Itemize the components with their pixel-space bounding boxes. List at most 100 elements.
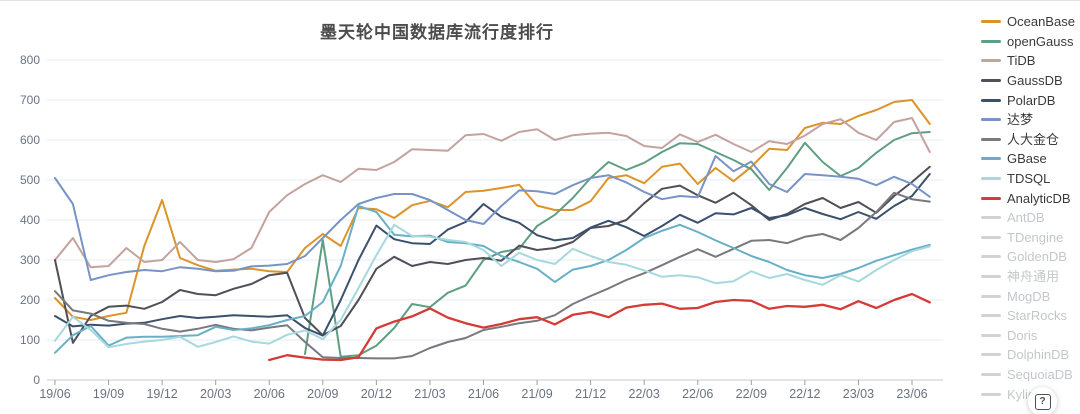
y-axis-tick-label: 500 bbox=[20, 173, 40, 187]
series-line-TiDB bbox=[54, 117, 931, 269]
legend-label: 神舟通用 bbox=[1007, 269, 1060, 285]
series-line-OceanBase bbox=[54, 99, 931, 321]
x-axis-tick-label: 22/03 bbox=[629, 387, 660, 401]
legend-item-GoldenDB[interactable]: GoldenDB bbox=[981, 247, 1080, 267]
legend-label: AnalyticDB bbox=[1007, 190, 1071, 206]
legend-line-marker bbox=[981, 392, 1001, 396]
legend-line-marker bbox=[981, 255, 1001, 259]
legend-label: TDengine bbox=[1007, 229, 1064, 245]
top-divider bbox=[0, 0, 1080, 1]
legend-item-openGauss[interactable]: openGauss bbox=[981, 32, 1080, 52]
legend-item-TiDB[interactable]: TiDB bbox=[981, 51, 1080, 71]
legend-label: DolphinDB bbox=[1007, 347, 1070, 363]
series-line-PolarDB bbox=[54, 173, 931, 337]
legend-line-marker bbox=[981, 333, 1001, 337]
legend-line-marker bbox=[981, 294, 1001, 298]
x-axis-tick-label: 21/09 bbox=[521, 387, 552, 401]
legend-label: PolarDB bbox=[1007, 92, 1056, 108]
legend-item-StarRocks[interactable]: StarRocks bbox=[981, 306, 1080, 326]
x-axis-tick-label: 20/09 bbox=[307, 387, 338, 401]
series-line-GBase bbox=[54, 205, 931, 354]
legend-line-marker bbox=[981, 314, 1001, 318]
legend-line-marker bbox=[981, 196, 1001, 200]
legend-item-TDengine[interactable]: TDengine bbox=[981, 228, 1080, 248]
y-axis-tick-label: 0 bbox=[33, 373, 40, 387]
legend-label: SequoiaDB bbox=[1007, 366, 1073, 382]
legend-label: 人大金仓 bbox=[1007, 131, 1060, 147]
legend-line-marker bbox=[981, 235, 1001, 239]
y-axis-tick-label: 400 bbox=[20, 213, 40, 227]
legend-label: TDSQL bbox=[1007, 171, 1051, 187]
legend-item-TDSQL[interactable]: TDSQL bbox=[981, 169, 1080, 189]
x-axis-tick-label: 22/12 bbox=[789, 387, 820, 401]
legend-label: StarRocks bbox=[1007, 308, 1067, 324]
legend-item-达梦[interactable]: 达梦 bbox=[981, 110, 1080, 130]
x-axis-tick-label: 19/06 bbox=[39, 387, 70, 401]
legend-label: GBase bbox=[1007, 151, 1047, 167]
legend-line-marker bbox=[981, 59, 1001, 63]
legend-item-MogDB[interactable]: MogDB bbox=[981, 286, 1080, 306]
legend-label: Doris bbox=[1007, 327, 1038, 343]
series-line-AnalyticDB bbox=[268, 292, 931, 362]
y-axis-tick-label: 600 bbox=[20, 133, 40, 147]
legend-line-marker bbox=[981, 20, 1001, 24]
x-axis-tick-label: 23/03 bbox=[843, 387, 874, 401]
legend-label: GaussDB bbox=[1007, 73, 1063, 89]
legend-line-marker bbox=[981, 79, 1001, 83]
x-axis-tick-label: 20/03 bbox=[200, 387, 231, 401]
legend-line-marker bbox=[981, 118, 1001, 122]
y-axis-tick-label: 300 bbox=[20, 253, 40, 267]
y-axis-tick-label: 800 bbox=[20, 53, 40, 67]
legend-item-OceanBase[interactable]: OceanBase bbox=[981, 12, 1080, 32]
chart-title: 墨天轮中国数据库流行度排行 bbox=[320, 23, 554, 42]
legend-line-marker bbox=[981, 372, 1001, 376]
chart-legend: OceanBase openGauss TiDB GaussDB PolarDB 达梦人大… bbox=[981, 12, 1080, 404]
question-mark-icon: ? bbox=[1034, 393, 1051, 410]
legend-item-GaussDB[interactable]: GaussDB bbox=[981, 71, 1080, 91]
legend-label: AntDB bbox=[1007, 210, 1045, 226]
legend-line-marker bbox=[981, 39, 1001, 43]
legend-line-marker bbox=[981, 157, 1001, 161]
legend-item-AnalyticDB[interactable]: AnalyticDB bbox=[981, 188, 1080, 208]
x-axis-tick-label: 19/09 bbox=[93, 387, 124, 401]
legend-label: 达梦 bbox=[1007, 112, 1034, 128]
legend-line-marker bbox=[981, 275, 1001, 279]
x-axis-tick-label: 22/06 bbox=[682, 387, 713, 401]
help-button[interactable]: ? bbox=[1028, 387, 1057, 414]
legend-line-marker bbox=[981, 216, 1001, 220]
legend-line-marker bbox=[981, 177, 1001, 181]
x-axis-tick-label: 20/06 bbox=[254, 387, 285, 401]
legend-item-PolarDB[interactable]: PolarDB bbox=[981, 90, 1080, 110]
y-axis-tick-label: 700 bbox=[20, 93, 40, 107]
legend-line-marker bbox=[981, 353, 1001, 357]
legend-item-DolphinDB[interactable]: DolphinDB bbox=[981, 345, 1080, 365]
legend-item-Doris[interactable]: Doris bbox=[981, 326, 1080, 346]
series-line-达梦 bbox=[54, 155, 931, 281]
series-line-人大金仓 bbox=[54, 191, 931, 360]
x-axis-tick-label: 20/12 bbox=[361, 387, 392, 401]
legend-label: openGauss bbox=[1007, 33, 1074, 49]
legend-item-GBase[interactable]: GBase bbox=[981, 149, 1080, 169]
x-axis-tick-label: 21/06 bbox=[468, 387, 499, 401]
x-axis-tick-label: 19/12 bbox=[146, 387, 177, 401]
legend-line-marker bbox=[981, 137, 1001, 141]
y-axis-tick-label: 200 bbox=[20, 293, 40, 307]
x-axis-tick-label: 23/06 bbox=[896, 387, 927, 401]
series-line-TDSQL bbox=[54, 223, 931, 349]
legend-item-神舟通用[interactable]: 神舟通用 bbox=[981, 267, 1080, 287]
x-axis-tick-label: 21/03 bbox=[414, 387, 445, 401]
legend-item-SequoiaDB[interactable]: SequoiaDB bbox=[981, 365, 1080, 385]
legend-line-marker bbox=[981, 98, 1001, 102]
legend-label: TiDB bbox=[1007, 53, 1036, 69]
x-axis-tick-label: 21/12 bbox=[575, 387, 606, 401]
legend-label: OceanBase bbox=[1007, 14, 1075, 30]
legend-item-人大金仓[interactable]: 人大金仓 bbox=[981, 130, 1080, 150]
legend-label: GoldenDB bbox=[1007, 249, 1067, 265]
legend-label: MogDB bbox=[1007, 288, 1051, 304]
x-axis-tick-label: 22/09 bbox=[736, 387, 767, 401]
legend-item-AntDB[interactable]: AntDB bbox=[981, 208, 1080, 228]
y-axis-tick-label: 100 bbox=[20, 333, 40, 347]
series-line-openGauss bbox=[304, 131, 931, 358]
